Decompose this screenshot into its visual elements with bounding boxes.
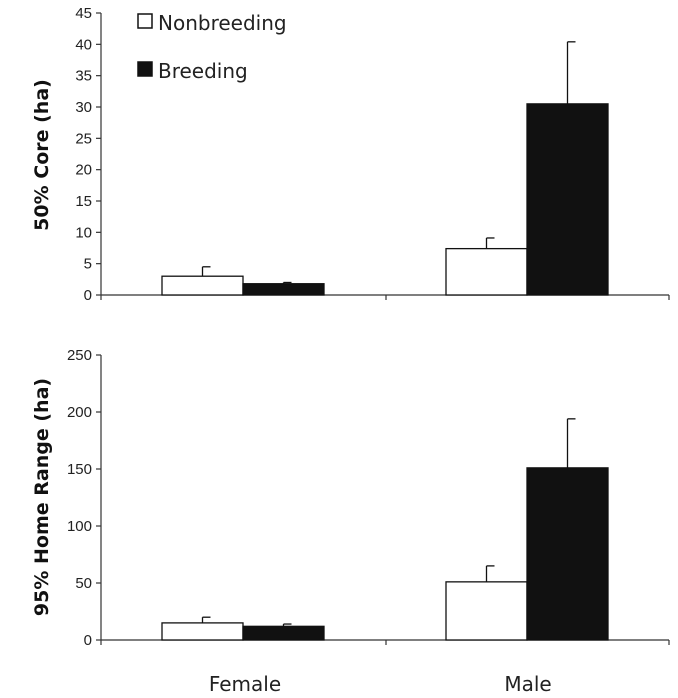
panel-core: 50% Core (ha) 0 5 10 15 20 25 30 35 40 45 [31, 5, 670, 304]
y-tick-label: 150 [67, 461, 92, 478]
legend-swatch-nonbreeding [137, 13, 153, 29]
bar-breeding-female [242, 625, 325, 641]
bar-breeding-male [526, 103, 609, 296]
y-tick-label: 250 [67, 347, 92, 364]
bar-breeding-male [526, 467, 609, 641]
bar-breeding-female [242, 283, 325, 296]
bar-nonbreeding-male [445, 581, 528, 641]
x-category-label-male: Male [504, 672, 551, 696]
panel-home-range: 95% Home Range (ha) 0 50 100 150 200 250 [31, 347, 670, 649]
legend-label-nonbreeding: Nonbreeding [158, 11, 287, 35]
y-tick-label: 5 [84, 256, 92, 273]
bar-nonbreeding-female [161, 275, 244, 296]
y-tick-label: 20 [75, 162, 92, 179]
y-tick-label: 0 [84, 287, 92, 304]
y-tick-label: 0 [84, 632, 92, 649]
y-tick-label: 100 [67, 518, 92, 535]
y-tick-label: 25 [75, 130, 92, 147]
y-tick-label: 35 [75, 68, 92, 85]
y-tick-label: 45 [75, 5, 92, 22]
legend: Nonbreeding Breeding [137, 11, 287, 83]
y-tick-label: 40 [75, 36, 92, 53]
bar-nonbreeding-male [445, 247, 528, 296]
y-tick-label: 10 [75, 224, 92, 241]
legend-label-breeding: Breeding [158, 59, 248, 83]
y-tick-label: 15 [75, 193, 92, 210]
x-category-label-female: Female [209, 672, 281, 696]
y-tick-label: 50 [75, 575, 92, 592]
y-tick-label: 30 [75, 99, 92, 116]
bar-nonbreeding-female [161, 622, 244, 641]
legend-swatch-breeding [137, 61, 153, 77]
y-tick-label: 200 [67, 404, 92, 421]
y-axis-label: 50% Core (ha) [31, 79, 53, 231]
y-axis-label: 95% Home Range (ha) [31, 378, 53, 616]
